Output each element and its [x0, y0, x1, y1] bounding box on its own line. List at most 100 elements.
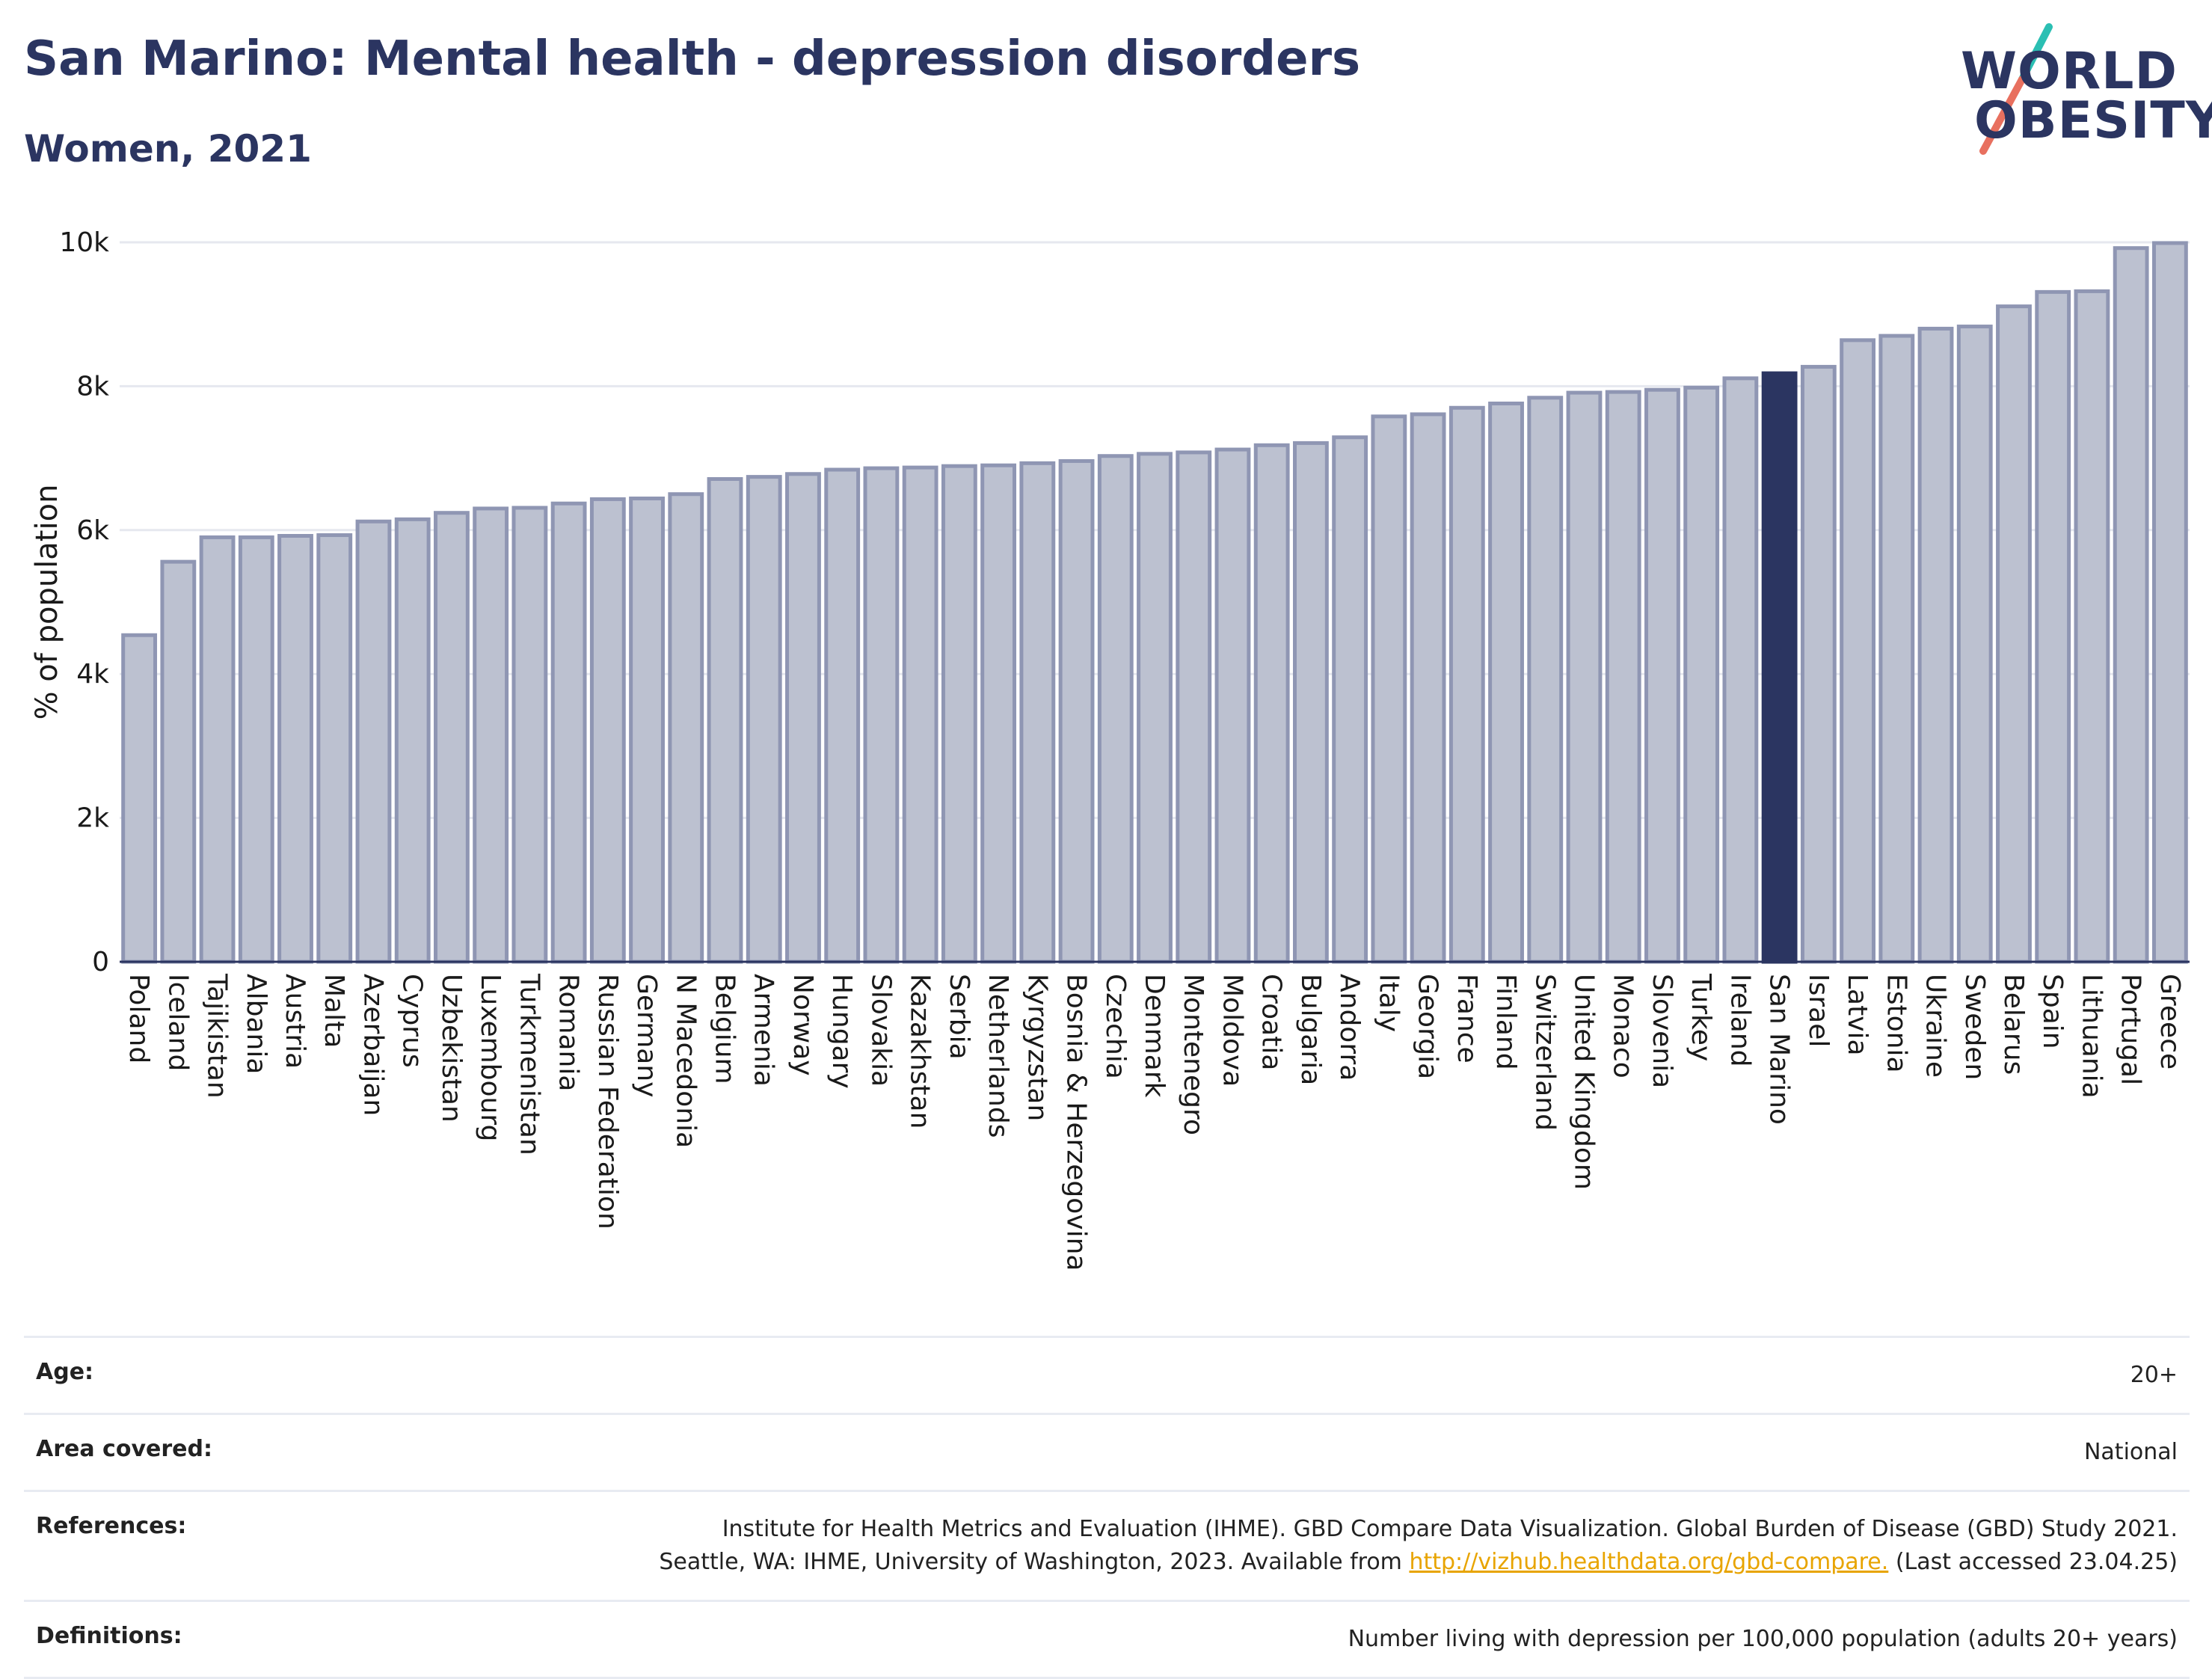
meta-key-references: References: — [36, 1513, 187, 1539]
reference-line-1: Institute for Health Metrics and Evaluat… — [722, 1516, 2178, 1542]
x-tick-label: Moldova — [1217, 974, 1247, 1087]
bar — [1996, 304, 2032, 964]
chart-subtitle: Women, 2021 — [24, 127, 312, 171]
x-tick-label: Malta — [319, 974, 349, 1048]
reference-text-post: (Last accessed 23.04.25) — [1888, 1549, 2178, 1575]
logo-slash-icon — [1979, 23, 2053, 155]
x-tick-label: Greece — [2154, 974, 2185, 1069]
x-tick-label: Monaco — [1608, 974, 1638, 1078]
bar — [1644, 387, 1680, 964]
bar — [2113, 246, 2149, 964]
meta-key-area: Area covered: — [36, 1436, 212, 1462]
y-tick-label: 10k — [59, 227, 109, 258]
y-tick-label: 6k — [76, 515, 109, 546]
x-tick-label: Azerbaijan — [357, 974, 388, 1116]
x-tick-label: Denmark — [1139, 974, 1170, 1098]
bar — [1448, 405, 1485, 964]
reference-line-2: Seattle, WA: IHME, University of Washing… — [368, 1546, 2178, 1579]
bar — [121, 633, 158, 964]
bar — [1332, 435, 1368, 964]
x-tick-label: Israel — [1803, 974, 1834, 1047]
bar — [1176, 450, 1212, 964]
bar-highlight — [1761, 371, 1798, 964]
bar — [1137, 452, 1173, 964]
x-tick-label: Albania — [241, 974, 271, 1074]
x-tick-label: Uzbekistan — [436, 974, 467, 1123]
x-tick-label: Russian Federation — [592, 974, 623, 1230]
x-tick-label: Poland — [123, 974, 154, 1063]
x-tick-label: Portugal — [2116, 974, 2146, 1085]
meta-value-area: National — [2083, 1439, 2178, 1465]
x-tick-label: Bosnia & Herzegovina — [1061, 974, 1092, 1271]
bar — [824, 467, 861, 964]
bar — [2074, 289, 2110, 964]
bar — [629, 496, 665, 964]
meta-key-age: Age: — [36, 1359, 94, 1385]
x-tick-label: Andorra — [1334, 974, 1365, 1081]
chart-title: San Marino: Mental health - depression d… — [24, 31, 1361, 87]
x-tick-label: Serbia — [944, 974, 974, 1060]
x-tick-label: Luxembourg — [475, 974, 506, 1141]
meta-value-definitions: Number living with depression per 100,00… — [1348, 1626, 2178, 1652]
x-tick-label: France — [1451, 974, 1482, 1063]
bar — [1410, 412, 1446, 964]
y-axis-label: % of population — [30, 485, 64, 720]
x-tick-label: Norway — [787, 974, 818, 1076]
x-tick-label: Turkey — [1686, 973, 1716, 1061]
bar — [1605, 390, 1641, 964]
bar — [1019, 461, 1056, 964]
bar — [1722, 376, 1759, 964]
meta-row-area: Area covered: National — [24, 1414, 2190, 1491]
x-tick-label: Italy — [1373, 974, 1404, 1032]
x-tick-label: Armenia — [749, 974, 779, 1087]
x-tick-label: Bulgaria — [1295, 974, 1326, 1085]
x-tick-label: Sweden — [1959, 974, 1990, 1080]
logo-text-world: WORLD — [1961, 42, 2178, 101]
x-tick-label: Romania — [553, 974, 584, 1091]
bar — [2151, 241, 2188, 964]
bar — [1840, 338, 1875, 964]
bar — [316, 533, 353, 964]
meta-value-references: Institute for Health Metrics and Evaluat… — [359, 1491, 2190, 1601]
x-tick-label: Germany — [631, 974, 662, 1097]
x-tick-label: Belgium — [710, 974, 740, 1084]
bar — [1214, 447, 1251, 964]
x-tick-label: Czechia — [1100, 974, 1131, 1079]
x-tick-label: Hungary — [826, 974, 857, 1089]
x-tick-label: Latvia — [1842, 974, 1872, 1056]
x-tick-label: Belarus — [1998, 974, 2029, 1075]
reference-link[interactable]: http://vizhub.healthdata.org/gbd-compare… — [1409, 1549, 1889, 1575]
bar — [1566, 390, 1603, 964]
y-tick-label: 2k — [76, 803, 109, 834]
bar — [1683, 385, 1720, 964]
meta-row-age: Age: 20+ — [24, 1336, 2190, 1414]
bar — [1917, 326, 1954, 964]
x-tick-label: Georgia — [1413, 974, 1443, 1079]
x-tick-label: United Kingdom — [1568, 974, 1599, 1190]
x-tick-label: Netherlands — [983, 974, 1013, 1138]
bar-chart: 0 2k 4k 6k 8k 10k % of population Poland Iceland… — [30, 227, 2190, 1271]
x-tick-label: Turkmenistan — [514, 973, 544, 1155]
metadata-table: Age: 20+ Area covered: National Referenc… — [24, 1336, 2190, 1679]
x-tick-label: Cyprus — [397, 974, 428, 1068]
bar — [1371, 414, 1407, 964]
x-tick-label: Kazakhstan — [905, 974, 936, 1129]
bar — [199, 535, 236, 964]
x-tick-label: Lithuania — [2076, 974, 2107, 1099]
bar — [355, 519, 392, 964]
bar — [277, 533, 313, 964]
bar — [941, 464, 977, 964]
x-tick-label: Estonia — [1881, 974, 1911, 1073]
bar — [1488, 401, 1524, 964]
bar — [707, 476, 743, 964]
bar — [902, 465, 938, 964]
x-tick-label: San Marino — [1764, 974, 1795, 1125]
bar — [473, 506, 509, 964]
x-tick-label: Tajikistan — [202, 973, 233, 1099]
x-tick-label: Montenegro — [1178, 974, 1208, 1135]
bar — [1097, 454, 1134, 964]
x-tick-label: Croatia — [1256, 974, 1287, 1070]
bar — [1956, 325, 1993, 964]
bar — [785, 472, 821, 964]
y-tick-label: 0 — [92, 947, 109, 977]
